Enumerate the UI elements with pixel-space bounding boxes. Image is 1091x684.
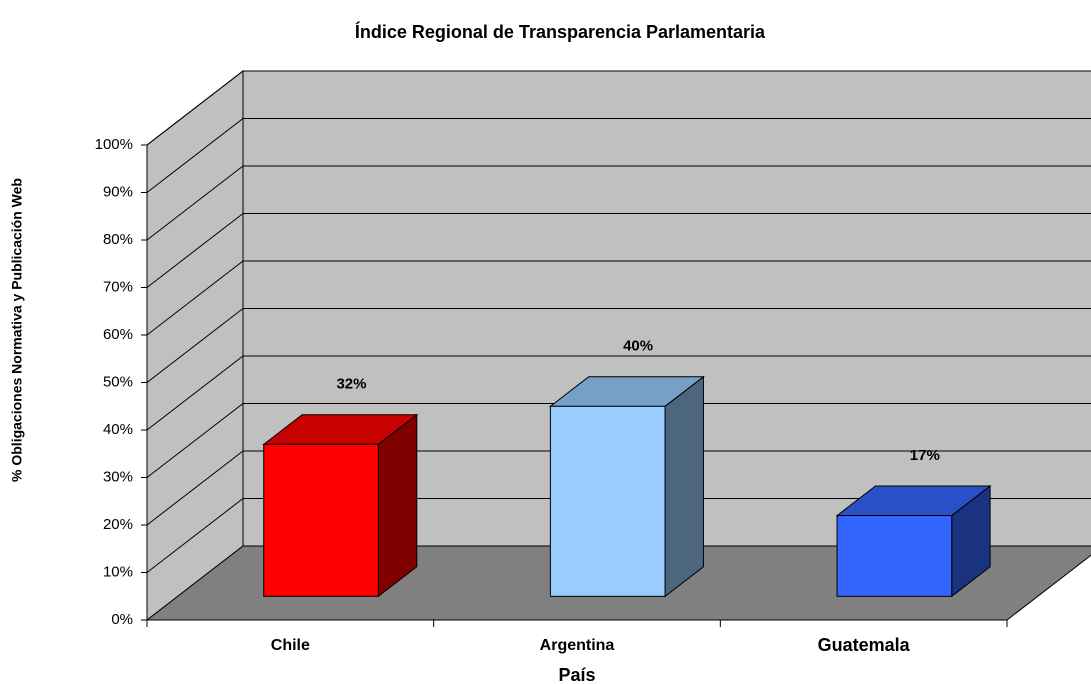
y-tick-label: 90% <box>103 183 133 200</box>
y-tick-label: 20% <box>103 516 133 533</box>
grid-line <box>146 450 244 526</box>
y-tick-label: 0% <box>111 611 133 628</box>
bar <box>549 405 666 597</box>
bar <box>836 515 953 597</box>
bar-side <box>664 375 704 598</box>
y-tick-label: 40% <box>103 421 133 438</box>
bar <box>263 443 379 597</box>
grid-line <box>146 165 244 241</box>
x-tick-label: Guatemala <box>818 635 911 655</box>
grid-line <box>146 355 244 431</box>
y-tick-label: 100% <box>95 136 133 153</box>
grid-line <box>146 260 244 336</box>
grid-line <box>146 70 244 146</box>
bar-side <box>377 413 418 598</box>
grid-line <box>146 403 244 478</box>
y-tick-label: 60% <box>103 326 133 343</box>
grid-line <box>146 213 244 288</box>
x-axis-title: País <box>558 665 595 684</box>
y-tick-label: 50% <box>103 373 133 390</box>
y-tick-label: 10% <box>103 563 133 580</box>
y-axis-title: % Obligaciones Normativa y Publicación W… <box>9 178 25 482</box>
grid-line <box>146 118 244 193</box>
data-label: 40% <box>623 338 653 355</box>
grid-line <box>146 498 244 573</box>
y-tick-label: 30% <box>103 468 133 485</box>
y-tick-label: 70% <box>103 278 133 295</box>
data-label: 32% <box>336 376 366 393</box>
grid-line <box>146 308 244 383</box>
x-tick-label: Argentina <box>540 637 615 654</box>
x-tick-label: Chile <box>271 637 310 654</box>
y-tick-label: 80% <box>103 231 133 248</box>
chart-title: Índice Regional de Transparencia Parlame… <box>355 21 766 42</box>
data-label: 17% <box>910 447 940 464</box>
